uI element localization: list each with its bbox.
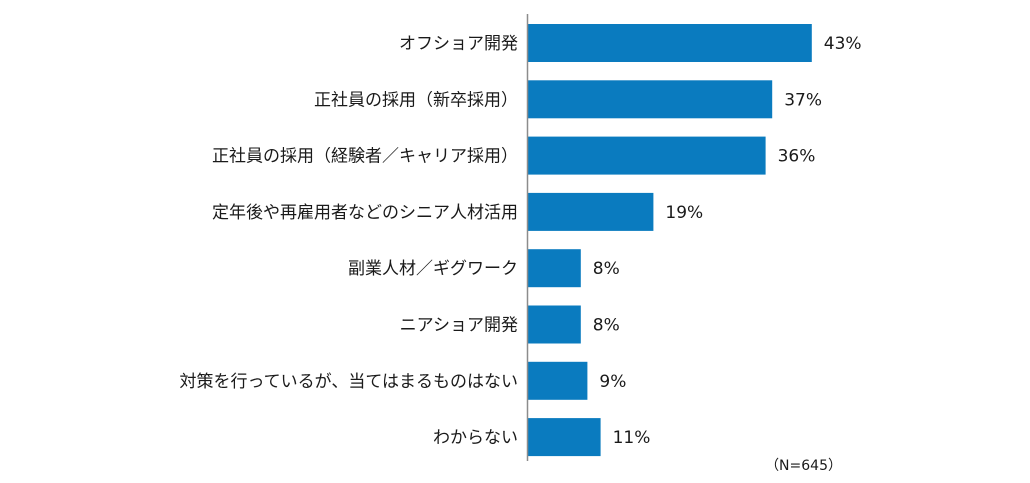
bar xyxy=(528,249,581,288)
category-label: 正社員の採用（新卒採用） xyxy=(314,90,518,110)
category-label: 副業人材／ギグワーク xyxy=(348,259,518,279)
value-label: 19% xyxy=(665,203,703,223)
bar xyxy=(528,305,581,344)
value-label: 43% xyxy=(824,34,862,54)
category-label: わからない xyxy=(433,428,518,448)
value-label: 37% xyxy=(784,90,822,110)
value-label: 9% xyxy=(599,372,626,392)
bar xyxy=(528,80,773,119)
value-label: 36% xyxy=(778,147,816,167)
bar xyxy=(528,418,601,457)
category-label: オフショア開発 xyxy=(399,34,518,54)
value-labels: 43% 37% 36% 19% 8% 8% 9% 11% xyxy=(593,34,862,448)
bar xyxy=(528,361,588,400)
bar xyxy=(528,24,812,62)
category-label: 対策を行っているが、当てはまるものはない xyxy=(180,372,518,392)
bar xyxy=(528,136,766,175)
sample-size-note: （N=645） xyxy=(765,458,842,474)
value-label: 8% xyxy=(593,316,620,336)
bars xyxy=(528,24,812,457)
value-label: 11% xyxy=(613,428,651,448)
category-label: ニアショア開発 xyxy=(400,316,518,336)
value-label: 8% xyxy=(593,259,620,279)
category-label: 定年後や再雇用者などのシニア人材活用 xyxy=(212,203,518,223)
category-label: 正社員の採用（経験者／キャリア採用） xyxy=(212,147,518,167)
bar xyxy=(528,192,654,231)
